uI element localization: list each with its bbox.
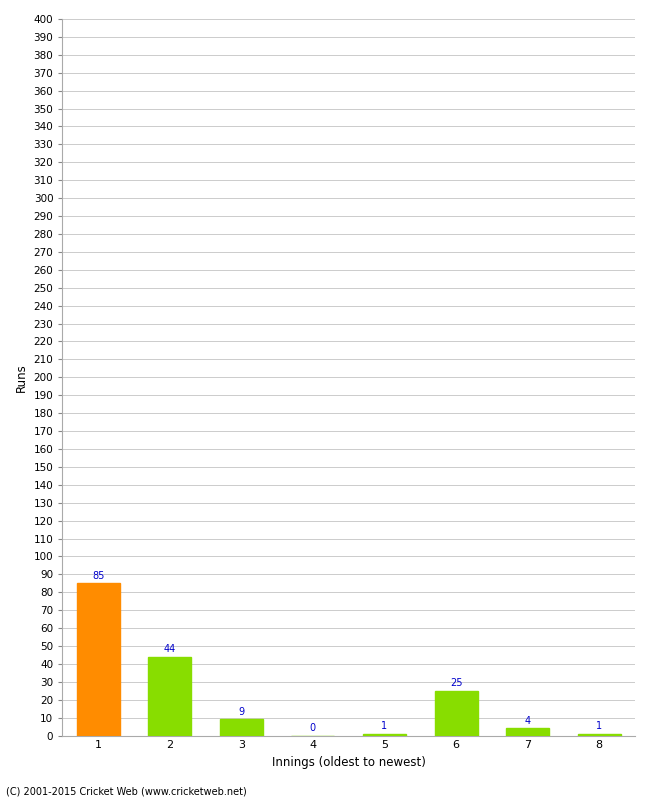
Y-axis label: Runs: Runs <box>15 363 28 392</box>
Bar <box>77 583 120 735</box>
Text: 44: 44 <box>164 644 176 654</box>
Bar <box>506 729 549 735</box>
Bar <box>148 657 191 735</box>
Text: (C) 2001-2015 Cricket Web (www.cricketweb.net): (C) 2001-2015 Cricket Web (www.cricketwe… <box>6 786 247 796</box>
X-axis label: Innings (oldest to newest): Innings (oldest to newest) <box>272 756 426 769</box>
Text: 9: 9 <box>239 706 244 717</box>
Text: 4: 4 <box>525 716 530 726</box>
Text: 85: 85 <box>92 570 104 581</box>
Text: 25: 25 <box>450 678 462 688</box>
Bar <box>363 734 406 735</box>
Text: 1: 1 <box>596 721 603 731</box>
Bar <box>220 719 263 735</box>
Text: 0: 0 <box>310 723 316 733</box>
Text: 1: 1 <box>382 721 387 731</box>
Bar <box>578 734 621 735</box>
Bar <box>435 690 478 735</box>
